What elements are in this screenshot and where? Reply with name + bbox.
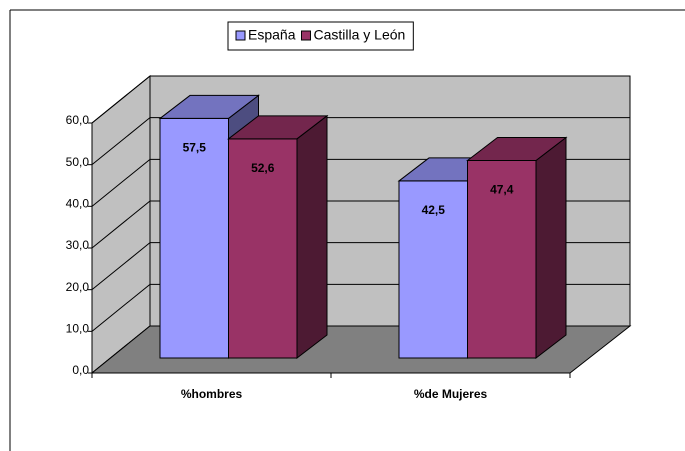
bar [159, 117, 229, 359]
bar [228, 138, 298, 359]
y-tick-label: 50,0 [66, 155, 90, 169]
y-tick-label: 30,0 [66, 238, 90, 252]
legend-swatch [235, 30, 246, 41]
y-tick-label: 10,0 [66, 322, 90, 336]
bar-side [535, 136, 567, 360]
y-tick-label: 20,0 [66, 280, 90, 294]
data-label: 47,4 [490, 183, 514, 197]
legend-swatch [300, 30, 311, 41]
legend [227, 21, 414, 51]
bar-top [466, 137, 568, 161]
grid-line [91, 117, 630, 166]
data-label: 52,6 [251, 161, 275, 175]
x-tick-label: %de Mujeres [414, 387, 488, 401]
y-tick-label: 40,0 [66, 197, 90, 211]
legend-label: Castilla y León [313, 27, 405, 43]
grid-line [91, 75, 630, 124]
data-label: 57,5 [183, 141, 207, 155]
bar [467, 160, 537, 359]
x-tick-label: %hombres [181, 387, 243, 401]
bar-side [296, 114, 328, 360]
legend-label: España [248, 27, 296, 43]
bar [398, 180, 468, 359]
y-tick-label: 60,0 [66, 113, 90, 127]
bar-top [227, 115, 329, 140]
bar-top [158, 94, 260, 119]
y-tick-label: 0,0 [72, 363, 89, 377]
data-label: 42,5 [422, 203, 446, 217]
